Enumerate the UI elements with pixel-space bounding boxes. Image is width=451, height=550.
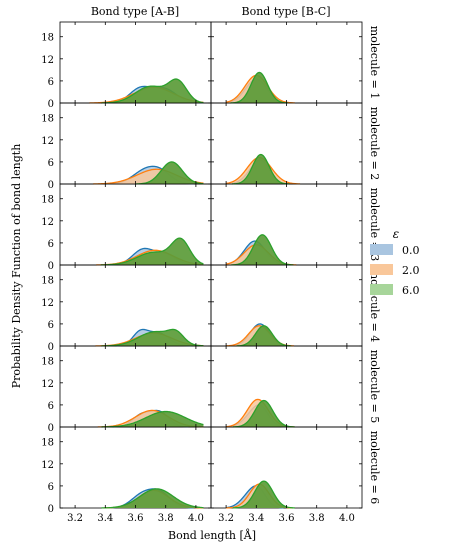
y-tick-label: 6 [48,320,54,331]
density-fill-6.0 [232,400,295,427]
y-tick-label: 18 [41,276,54,287]
facet-panel-5-1: 0 6 12 18 [41,345,212,434]
row-label-molecule-5: molecule = 5 [368,350,381,424]
facet-panel-5-2: molecule = 5 [210,345,381,428]
x-tick-label: 3.8 [158,513,174,524]
y-tick-label: 6 [48,239,54,250]
row-label-molecule-6: molecule = 6 [368,431,381,505]
density-line-6.0 [231,234,294,266]
y-tick-label: 6 [48,77,54,88]
panel-grid: 0 6 12 18 molecule = 1 0 6 12 18 molecule = 2 0 6 12… [41,21,381,524]
density-line-6.0 [101,410,204,428]
legend-swatch-1 [370,264,393,275]
density-fill-6.0 [230,72,289,103]
y-tick-label: 0 [48,99,54,110]
y-tick-label: 18 [41,33,54,44]
facet-panel-2-1: 0 6 12 18 [41,102,212,191]
y-tick-label: 0 [48,180,54,191]
density-fill-6.0 [232,481,295,508]
y-tick-label: 6 [48,482,54,493]
legend-label-0: 0.0 [402,244,420,257]
density-fill-6.0 [231,234,294,265]
y-tick-label: 18 [41,357,54,368]
y-tick-label: 18 [41,195,54,206]
density-line-6.0 [101,78,204,104]
y-tick-label: 12 [41,379,54,390]
y-tick-label: 6 [48,401,54,412]
y-tick-label: 0 [48,504,54,515]
y-tick-label: 12 [41,298,54,309]
density-fill-6.0 [101,488,204,508]
density-fill-6.0 [101,411,204,427]
panel-frame [210,345,363,428]
facet-panel-4-1: 0 6 12 18 [41,264,212,353]
panel-frame [59,102,212,185]
density-fill-6.0 [101,329,204,346]
panel-frame [210,21,363,104]
column-title-bc: Bond type [B-C] [241,5,330,18]
row-label-molecule-3: molecule = 3 [368,188,381,262]
facet-panel-1-1: 0 6 12 18 [41,21,212,110]
legend-label-1: 2.0 [402,264,420,277]
x-tick-label: 4.0 [188,513,204,524]
density-fill-6.0 [232,154,290,184]
x-tick-label: 3.2 [218,513,234,524]
row-label-molecule-1: molecule = 1 [368,26,381,100]
y-tick-label: 18 [41,114,54,125]
panel-frame [59,345,212,428]
density-fill-6.0 [100,238,204,265]
column-title-ab: Bond type [A-B] [91,5,179,18]
density-line-6.0 [236,325,292,347]
facet-panel-3-1: 0 6 12 18 [41,183,212,272]
x-tick-label: 3.4 [248,513,264,524]
legend: ε 0.0 2.0 6.0 [370,227,420,297]
density-line-6.0 [101,488,204,509]
density-line-6.0 [100,237,204,266]
y-tick-label: 12 [41,136,54,147]
density-line-6.0 [230,71,289,104]
legend-swatch-2 [370,284,393,295]
facet-panel-3-2: molecule = 3 [210,183,381,266]
density-line-6.0 [136,161,204,185]
x-tick-label: 3.2 [67,513,83,524]
x-axis-label: Bond length [Å] [168,528,256,542]
y-tick-label: 12 [41,55,54,66]
panel-frame [210,183,363,266]
density-line-6.0 [101,328,204,347]
row-label-molecule-4: molecule = 4 [368,269,381,343]
y-tick-label: 12 [41,460,54,471]
facet-panel-6-1: 0 6 12 18 3.2 3.4 3.6 3.8 4.0 [41,426,212,524]
x-tick-label: 4.0 [339,513,355,524]
y-tick-label: 0 [48,342,54,353]
density-line-6.0 [232,399,295,428]
x-tick-label: 3.6 [279,513,295,524]
facet-panel-4-2: molecule = 4 [210,264,381,347]
density-line-6.0 [232,480,295,509]
panel-frame [210,264,363,347]
y-tick-label: 18 [41,438,54,449]
y-tick-label: 12 [41,217,54,228]
y-axis-label: Probability Density Function of bond len… [10,144,23,389]
facet-panel-1-2: molecule = 1 [210,21,381,104]
row-label-molecule-2: molecule = 2 [368,107,381,181]
y-tick-label: 0 [48,261,54,272]
density-fill-6.0 [136,161,204,184]
y-tick-label: 0 [48,423,54,434]
x-tick-label: 3.8 [309,513,325,524]
legend-label-2: 6.0 [402,284,420,297]
density-line-6.0 [232,153,290,185]
y-tick-label: 6 [48,158,54,169]
density-fill-6.0 [101,79,204,103]
x-tick-label: 3.4 [97,513,113,524]
facet-panel-2-2: molecule = 2 [210,102,381,185]
x-tick-label: 3.6 [128,513,144,524]
legend-title: ε [393,227,399,241]
panel-frame [210,426,363,509]
facet-panel-6-2: 3.2 3.4 3.6 3.8 4.0 molecule = 6 [210,426,381,524]
legend-swatch-0 [370,244,393,255]
panel-frame [210,102,363,185]
